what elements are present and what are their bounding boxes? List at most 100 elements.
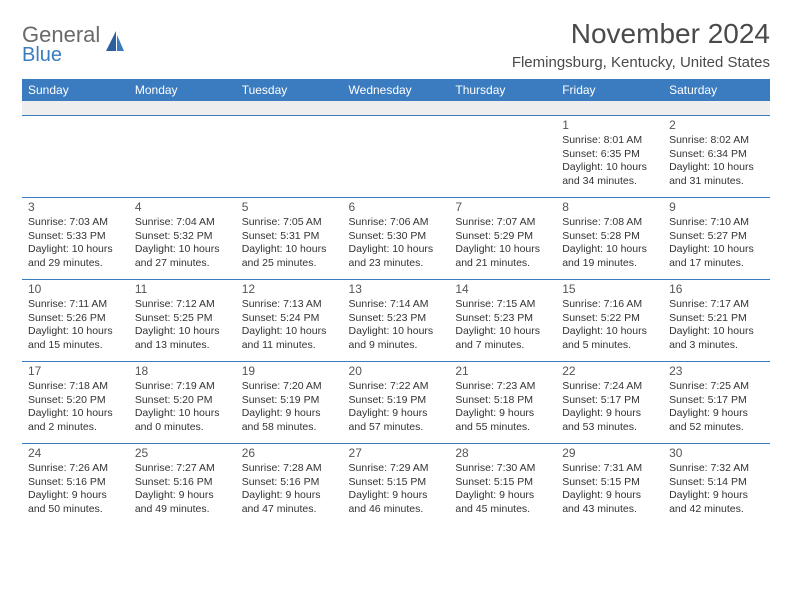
page-header: General Blue November 2024 Flemingsburg,… (22, 18, 770, 71)
day-detail: Sunset: 5:32 PM (135, 230, 230, 244)
day-detail: Sunrise: 7:16 AM (562, 298, 657, 312)
day-detail: and 50 minutes. (28, 503, 123, 517)
day-detail: Sunset: 5:20 PM (28, 394, 123, 408)
day-cell: 6Sunrise: 7:06 AMSunset: 5:30 PMDaylight… (343, 197, 450, 279)
day-label: Friday (556, 79, 663, 101)
day-detail: Sunset: 5:26 PM (28, 312, 123, 326)
day-detail: Daylight: 9 hours (669, 489, 764, 503)
day-number: 20 (349, 364, 444, 380)
day-header-row: Sunday Monday Tuesday Wednesday Thursday… (22, 79, 770, 101)
day-detail: Sunrise: 7:26 AM (28, 462, 123, 476)
day-cell: 24Sunrise: 7:26 AMSunset: 5:16 PMDayligh… (22, 443, 129, 525)
day-cell (236, 115, 343, 197)
day-detail: and 57 minutes. (349, 421, 444, 435)
day-cell: 16Sunrise: 7:17 AMSunset: 5:21 PMDayligh… (663, 279, 770, 361)
day-cell: 20Sunrise: 7:22 AMSunset: 5:19 PMDayligh… (343, 361, 450, 443)
day-detail: and 23 minutes. (349, 257, 444, 271)
day-cell (343, 115, 450, 197)
week-row: 17Sunrise: 7:18 AMSunset: 5:20 PMDayligh… (22, 361, 770, 443)
day-cell: 9Sunrise: 7:10 AMSunset: 5:27 PMDaylight… (663, 197, 770, 279)
day-detail: Sunset: 5:16 PM (135, 476, 230, 490)
day-cell: 8Sunrise: 7:08 AMSunset: 5:28 PMDaylight… (556, 197, 663, 279)
day-cell (22, 115, 129, 197)
day-detail: Sunrise: 8:02 AM (669, 134, 764, 148)
day-number: 11 (135, 282, 230, 298)
day-detail: Sunset: 5:31 PM (242, 230, 337, 244)
day-number: 25 (135, 446, 230, 462)
day-detail: and 27 minutes. (135, 257, 230, 271)
day-detail: Sunrise: 7:22 AM (349, 380, 444, 394)
day-cell: 22Sunrise: 7:24 AMSunset: 5:17 PMDayligh… (556, 361, 663, 443)
week-row: 10Sunrise: 7:11 AMSunset: 5:26 PM Dayligh… (22, 279, 770, 361)
day-label: Tuesday (236, 79, 343, 101)
day-detail: Sunrise: 7:11 AM (28, 298, 123, 312)
day-detail: and 58 minutes. (242, 421, 337, 435)
day-detail: Sunrise: 7:30 AM (455, 462, 550, 476)
day-detail: Daylight: 9 hours (28, 489, 123, 503)
day-number: 3 (28, 200, 123, 216)
day-detail: Sunrise: 7:12 AM (135, 298, 230, 312)
day-cell: 29Sunrise: 7:31 AMSunset: 5:15 PMDayligh… (556, 443, 663, 525)
day-detail: Daylight: 10 hours (349, 325, 444, 339)
day-detail: and 2 minutes. (28, 421, 123, 435)
day-detail: and 29 minutes. (28, 257, 123, 271)
day-detail: Sunset: 5:23 PM (349, 312, 444, 326)
day-detail: Sunset: 6:35 PM (562, 148, 657, 162)
day-number: 6 (349, 200, 444, 216)
day-detail: Sunrise: 8:01 AM (562, 134, 657, 148)
day-detail: Daylight: 9 hours (135, 489, 230, 503)
day-detail: and 34 minutes. (562, 175, 657, 189)
day-detail: and 55 minutes. (455, 421, 550, 435)
day-number: 18 (135, 364, 230, 380)
day-cell (449, 115, 556, 197)
day-detail: Sunrise: 7:03 AM (28, 216, 123, 230)
day-detail: Daylight: 10 hours (135, 407, 230, 421)
day-number: 28 (455, 446, 550, 462)
month-title: November 2024 (512, 18, 770, 50)
day-detail: Sunrise: 7:32 AM (669, 462, 764, 476)
day-number: 27 (349, 446, 444, 462)
day-detail: and 3 minutes. (669, 339, 764, 353)
day-detail: Sunset: 5:27 PM (669, 230, 764, 244)
day-detail: Sunset: 5:16 PM (242, 476, 337, 490)
day-cell: 1Sunrise: 8:01 AMSunset: 6:35 PMDaylight… (556, 115, 663, 197)
day-detail: Sunset: 5:22 PM (562, 312, 657, 326)
day-detail: Sunrise: 7:06 AM (349, 216, 444, 230)
day-detail: Sunset: 5:17 PM (669, 394, 764, 408)
day-number: 10 (28, 282, 123, 298)
day-detail: Sunset: 5:30 PM (349, 230, 444, 244)
day-detail: Sunrise: 7:19 AM (135, 380, 230, 394)
day-number: 21 (455, 364, 550, 380)
day-detail: and 5 minutes. (562, 339, 657, 353)
day-detail: Sunset: 5:16 PM (28, 476, 123, 490)
day-detail: and 53 minutes. (562, 421, 657, 435)
calendar-table: Sunday Monday Tuesday Wednesday Thursday… (22, 79, 770, 525)
day-detail: Sunrise: 7:20 AM (242, 380, 337, 394)
day-detail: Sunrise: 7:04 AM (135, 216, 230, 230)
day-detail: Sunrise: 7:27 AM (135, 462, 230, 476)
day-detail: Sunset: 5:21 PM (669, 312, 764, 326)
day-number: 14 (455, 282, 550, 298)
day-number: 5 (242, 200, 337, 216)
day-detail: Daylight: 10 hours (669, 243, 764, 257)
day-detail: and 31 minutes. (669, 175, 764, 189)
day-cell: 14Sunrise: 7:15 AMSunset: 5:23 PMDayligh… (449, 279, 556, 361)
day-detail: and 47 minutes. (242, 503, 337, 517)
day-cell: 19Sunrise: 7:20 AMSunset: 5:19 PMDayligh… (236, 361, 343, 443)
day-detail: Daylight: 10 hours (349, 243, 444, 257)
day-cell: 12Sunrise: 7:13 AMSunset: 5:24 PMDayligh… (236, 279, 343, 361)
day-number: 30 (669, 446, 764, 462)
day-detail: and 43 minutes. (562, 503, 657, 517)
day-detail: Daylight: 10 hours (242, 243, 337, 257)
day-detail: and 42 minutes. (669, 503, 764, 517)
day-detail: and 52 minutes. (669, 421, 764, 435)
day-detail: Sunset: 6:34 PM (669, 148, 764, 162)
day-detail: Daylight: 10 hours (28, 243, 123, 257)
day-detail: Sunrise: 7:17 AM (669, 298, 764, 312)
day-detail: Daylight: 9 hours (669, 407, 764, 421)
day-detail: Daylight: 10 hours (28, 407, 123, 421)
day-number: 29 (562, 446, 657, 462)
day-detail: and 45 minutes. (455, 503, 550, 517)
day-number: 12 (242, 282, 337, 298)
day-label: Monday (129, 79, 236, 101)
